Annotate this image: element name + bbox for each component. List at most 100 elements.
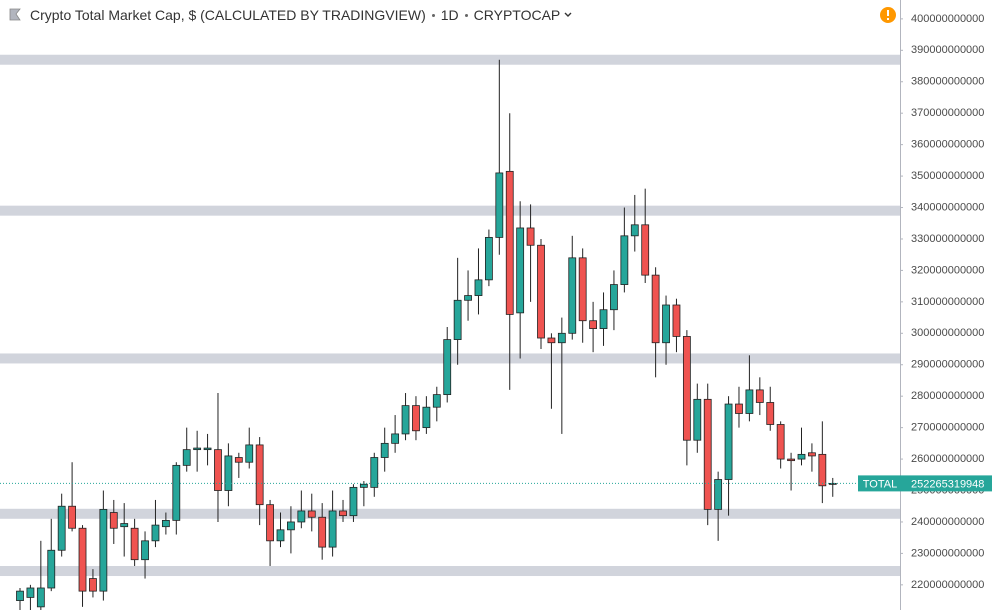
candle-body (328, 510, 337, 548)
candle-body (495, 172, 504, 238)
price-axis: 2200000000002300000000002400000000002500… (900, 13, 984, 591)
candle-body (547, 337, 556, 344)
alert-dot (887, 18, 889, 20)
candle-body (78, 527, 87, 592)
y-tick-label: 300000000000 (911, 327, 984, 339)
candle-body (161, 519, 170, 528)
candle-body (682, 336, 691, 441)
y-tick-label: 400000000000 (911, 13, 984, 25)
flag-icon[interactable] (8, 8, 22, 22)
candle-body (662, 304, 670, 344)
candle-body (610, 284, 618, 311)
candle-body (172, 464, 181, 521)
candle-body (630, 224, 639, 237)
candle-body (526, 227, 535, 246)
candle-body (714, 479, 723, 510)
candle-body (391, 433, 400, 444)
candle-body (370, 457, 379, 488)
candle-body (26, 587, 35, 598)
candle-body (808, 452, 816, 457)
y-tick-label: 320000000000 (911, 264, 984, 276)
candle-body (828, 482, 837, 485)
exchange[interactable]: CRYPTOCAP (473, 7, 561, 23)
candle-body (245, 444, 254, 463)
y-tick-label: 290000000000 (911, 359, 984, 371)
candle-body (620, 235, 629, 285)
candle-body (651, 274, 660, 344)
candle-body (339, 510, 347, 517)
candle-body (557, 332, 566, 344)
candle-body (16, 590, 24, 601)
separator (464, 13, 468, 17)
candle-body (568, 257, 577, 334)
candle-body (266, 504, 274, 542)
symbol-title: Crypto Total Market Cap, $ (CALCULATED B… (30, 7, 426, 23)
candle-body (401, 405, 410, 435)
y-tick-label: 220000000000 (911, 579, 984, 591)
candle-body (297, 510, 306, 523)
candle-body (224, 455, 233, 491)
price-value-box (902, 475, 992, 492)
candle-body (255, 444, 264, 506)
candle-body (599, 309, 608, 329)
level-band (0, 54, 900, 65)
y-tick-label: 240000000000 (911, 516, 984, 528)
candle-body (589, 320, 597, 329)
candle-body (787, 458, 795, 462)
candle-body (412, 405, 420, 432)
candle-body (203, 447, 212, 451)
y-tick-label: 360000000000 (911, 139, 984, 151)
candle-body (537, 244, 545, 339)
candle-body (141, 540, 149, 561)
candle-body (151, 524, 160, 542)
y-tick-label: 330000000000 (911, 233, 984, 245)
last-price: TOTAL 252265319948 (0, 475, 992, 492)
candle-body (287, 521, 295, 531)
candle-body (797, 453, 806, 460)
candle-body (36, 587, 45, 608)
level-lines (0, 54, 900, 577)
candle-body (130, 527, 139, 561)
candle-body (818, 453, 827, 487)
level-band (0, 508, 900, 519)
candle-body (745, 389, 754, 414)
y-tick-label: 390000000000 (911, 44, 984, 56)
candle-body (578, 257, 587, 322)
y-tick-label: 370000000000 (911, 107, 984, 119)
alert-mark (887, 10, 889, 16)
candle-body (120, 523, 129, 528)
level-band (0, 566, 900, 577)
dropdown-chevron[interactable] (563, 10, 573, 20)
candle-body (755, 389, 764, 403)
candle-body (57, 505, 66, 551)
candle-body (68, 505, 76, 529)
candle-body (724, 403, 733, 480)
y-tick-label: 260000000000 (911, 453, 984, 465)
candle-body (359, 483, 368, 488)
y-tick-label: 230000000000 (911, 547, 984, 559)
candle-body (89, 578, 97, 592)
candle-body (99, 508, 108, 592)
candle-body (505, 170, 514, 315)
candle-body (735, 403, 743, 414)
candle-body (109, 512, 118, 529)
y-tick-label: 380000000000 (911, 76, 984, 88)
y-tick-label: 340000000000 (911, 201, 984, 213)
candle-body (307, 510, 316, 518)
candle-body (766, 402, 775, 425)
candles (16, 59, 837, 610)
y-tick-label: 280000000000 (911, 390, 984, 402)
candle-body (422, 406, 431, 429)
interval[interactable]: 1D (440, 7, 459, 23)
price-label-name: TOTAL (863, 478, 897, 490)
candle-body (672, 304, 681, 337)
alert-icon[interactable] (880, 7, 896, 23)
price-label-box (858, 475, 902, 492)
candle-body (349, 486, 358, 517)
separator (431, 13, 435, 17)
candle-body (443, 339, 452, 396)
y-tick-label: 270000000000 (911, 422, 984, 434)
price-value: 252265319948 (911, 478, 984, 490)
